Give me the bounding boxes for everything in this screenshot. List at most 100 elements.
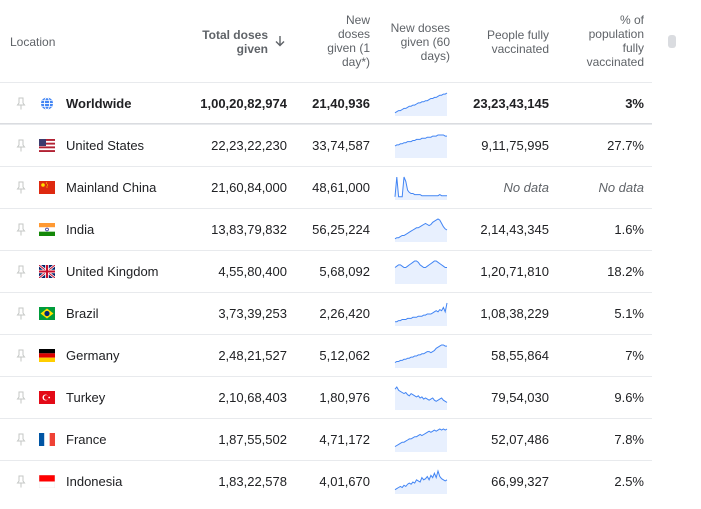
location-name[interactable]: India [66, 222, 95, 237]
people-fully-vaccinated-value: 66,99,327 [491, 474, 549, 489]
column-header-people-fully-vaccinated[interactable]: People fully vaccinated [486, 28, 549, 56]
pin-icon[interactable] [16, 181, 26, 195]
sparkline-area [395, 177, 447, 200]
people-fully-vaccinated-value: No data [503, 180, 549, 195]
sparkline-chart [394, 134, 447, 158]
sort-descending-icon[interactable] [274, 34, 286, 48]
pin-icon[interactable] [16, 265, 26, 279]
column-header-percent-population[interactable]: % of population fully vaccinated [586, 13, 644, 69]
table-row[interactable]: United States 22,23,22,230 33,74,587 9,11,7… [0, 124, 652, 166]
new-doses-1-day-value: 5,68,092 [319, 264, 370, 279]
location-name[interactable]: Worldwide [66, 96, 132, 111]
sparkline-line [394, 92, 448, 114]
flag-us-icon [39, 139, 55, 152]
table-header: Location Total doses given New doses giv… [0, 0, 652, 82]
total-doses-value: 1,00,20,82,974 [200, 96, 287, 111]
table-row[interactable]: United Kingdom 4,55,80,400 5,68,092 1,20,71… [0, 250, 652, 292]
pin-icon[interactable] [16, 349, 26, 363]
total-doses-value: 1,87,55,502 [218, 432, 287, 447]
sparkline-area [395, 345, 447, 368]
people-fully-vaccinated-value: 9,11,75,995 [481, 138, 549, 153]
pin-icon[interactable] [16, 97, 26, 111]
location-name[interactable]: Mainland China [66, 180, 157, 195]
percent-vaccinated-value: No data [598, 180, 644, 195]
sparkline-area [395, 429, 447, 452]
table-row[interactable]: Germany 2,48,21,527 5,12,062 58,55,864 7% [0, 334, 652, 376]
people-fully-vaccinated-value: 23,23,43,145 [473, 96, 549, 111]
people-fully-vaccinated-value: 2,14,43,345 [480, 222, 549, 237]
total-doses-value: 2,10,68,403 [218, 390, 287, 405]
flag-id-icon [39, 475, 55, 488]
percent-vaccinated-value: 18.2% [607, 264, 644, 279]
new-doses-1-day-value: 4,01,670 [319, 474, 370, 489]
percent-vaccinated-value: 7.8% [614, 432, 644, 447]
percent-vaccinated-value: 7% [625, 348, 644, 363]
percent-vaccinated-value: 9.6% [614, 390, 644, 405]
location-name[interactable]: Turkey [66, 390, 106, 405]
pin-icon[interactable] [16, 139, 26, 153]
table-row[interactable]: Worldwide 1,00,20,82,974 21,40,936 23,23,43… [0, 82, 652, 124]
sparkline-line [394, 386, 448, 403]
table-row[interactable]: France 1,87,55,502 4,71,172 52,07,486 7.8% [0, 418, 652, 460]
sparkline-chart [395, 302, 448, 326]
column-header-new-doses-1-day[interactable]: New doses given (1 day*) [327, 13, 370, 69]
column-header-total-doses[interactable]: Total doses given [202, 28, 268, 56]
column-header-location[interactable]: Location [10, 35, 56, 49]
total-doses-value: 2,48,21,527 [218, 348, 287, 363]
sparkline-line [394, 469, 448, 491]
sparkline-area [395, 219, 447, 242]
flag-cn-icon [39, 181, 55, 194]
column-header-new-doses-60-days[interactable]: New doses given (60 days) [390, 21, 450, 63]
percent-vaccinated-value: 3% [625, 96, 644, 111]
sparkline-area [395, 93, 447, 116]
new-doses-1-day-value: 4,71,172 [319, 432, 370, 447]
new-doses-1-day-value: 21,40,936 [312, 96, 370, 111]
sparkline-area [395, 471, 447, 494]
flag-de-icon [39, 349, 55, 362]
total-doses-value: 4,55,80,400 [218, 264, 287, 279]
percent-vaccinated-value: 27.7% [607, 138, 644, 153]
people-fully-vaccinated-value: 1,08,38,229 [480, 306, 549, 321]
sparkline-line [394, 218, 448, 240]
sparkline-line [395, 302, 448, 323]
new-doses-1-day-value: 48,61,000 [312, 180, 370, 195]
sparkline-line [394, 176, 447, 198]
sparkline-line [394, 260, 447, 268]
people-fully-vaccinated-value: 58,55,864 [491, 348, 549, 363]
sparkline-chart [394, 344, 447, 368]
sparkline-area [395, 261, 447, 284]
people-fully-vaccinated-value: 79,54,030 [491, 390, 549, 405]
location-name[interactable]: Germany [66, 348, 120, 363]
table-row[interactable]: Mainland China 21,60,84,000 48,61,000 No da… [0, 166, 652, 208]
pin-icon[interactable] [16, 307, 26, 321]
total-doses-value: 1,83,22,578 [218, 474, 287, 489]
location-name[interactable]: Indonesia [66, 474, 123, 489]
location-name[interactable]: United Kingdom [66, 264, 159, 279]
table-row[interactable]: Turkey 2,10,68,403 1,80,976 79,54,030 9.6% [0, 376, 652, 418]
sparkline-chart [394, 428, 448, 452]
new-doses-1-day-value: 2,26,420 [319, 306, 370, 321]
total-doses-value: 21,60,84,000 [211, 180, 287, 195]
sparkline-chart [394, 218, 448, 242]
people-fully-vaccinated-value: 52,07,486 [491, 432, 549, 447]
people-fully-vaccinated-value: 1,20,71,810 [480, 264, 549, 279]
sparkline-area [395, 135, 447, 158]
globe-icon [41, 97, 53, 110]
location-name[interactable]: United States [66, 138, 145, 153]
sparkline-area [395, 303, 447, 326]
pin-icon[interactable] [16, 223, 26, 237]
percent-vaccinated-value: 2.5% [614, 474, 644, 489]
flag-in-icon [39, 223, 55, 236]
sparkline-line [394, 134, 447, 147]
table-row[interactable]: India 13,83,79,832 56,25,224 2,14,43,345 1.6… [0, 208, 652, 250]
pin-icon[interactable] [16, 433, 26, 447]
table-row[interactable]: Brazil 3,73,39,253 2,26,420 1,08,38,229 5.1% [0, 292, 652, 334]
table-row[interactable]: Indonesia 1,83,22,578 4,01,670 66,99,327 2.5… [0, 460, 652, 502]
sparkline-chart [394, 92, 448, 116]
pin-icon[interactable] [16, 391, 26, 405]
location-name[interactable]: Brazil [66, 306, 99, 321]
sparkline-line [394, 344, 447, 364]
location-name[interactable]: France [66, 432, 107, 447]
pin-icon[interactable] [16, 475, 26, 489]
scrollbar-thumb[interactable] [668, 35, 676, 48]
